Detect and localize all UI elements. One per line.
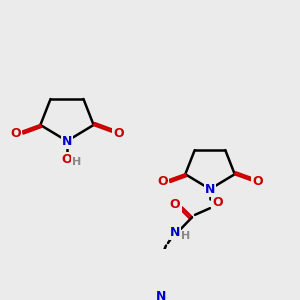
Text: H: H	[72, 157, 82, 167]
Text: N: N	[62, 134, 72, 148]
Text: H: H	[182, 231, 190, 242]
Text: O: O	[170, 198, 180, 212]
Text: O: O	[62, 153, 72, 166]
Text: O: O	[10, 127, 21, 140]
Text: N: N	[170, 226, 180, 239]
Text: O: O	[252, 175, 263, 188]
Text: N: N	[156, 290, 166, 300]
Text: N: N	[205, 183, 215, 196]
Text: O: O	[157, 175, 168, 188]
Text: O: O	[113, 127, 124, 140]
Text: O: O	[213, 196, 223, 209]
